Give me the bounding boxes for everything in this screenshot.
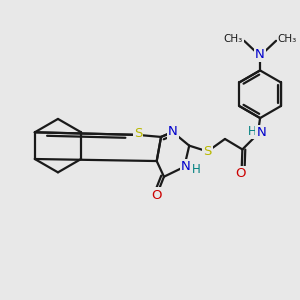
Text: H: H xyxy=(248,125,257,138)
Text: S: S xyxy=(203,145,212,158)
Text: N: N xyxy=(255,48,265,61)
Text: CH₃: CH₃ xyxy=(224,34,243,44)
Text: N: N xyxy=(168,125,178,139)
Text: O: O xyxy=(152,188,162,202)
Text: N: N xyxy=(256,126,266,139)
Text: O: O xyxy=(235,167,245,180)
Text: N: N xyxy=(181,160,190,173)
Text: S: S xyxy=(134,127,142,140)
Text: H: H xyxy=(192,163,201,176)
Text: CH₃: CH₃ xyxy=(278,34,297,44)
